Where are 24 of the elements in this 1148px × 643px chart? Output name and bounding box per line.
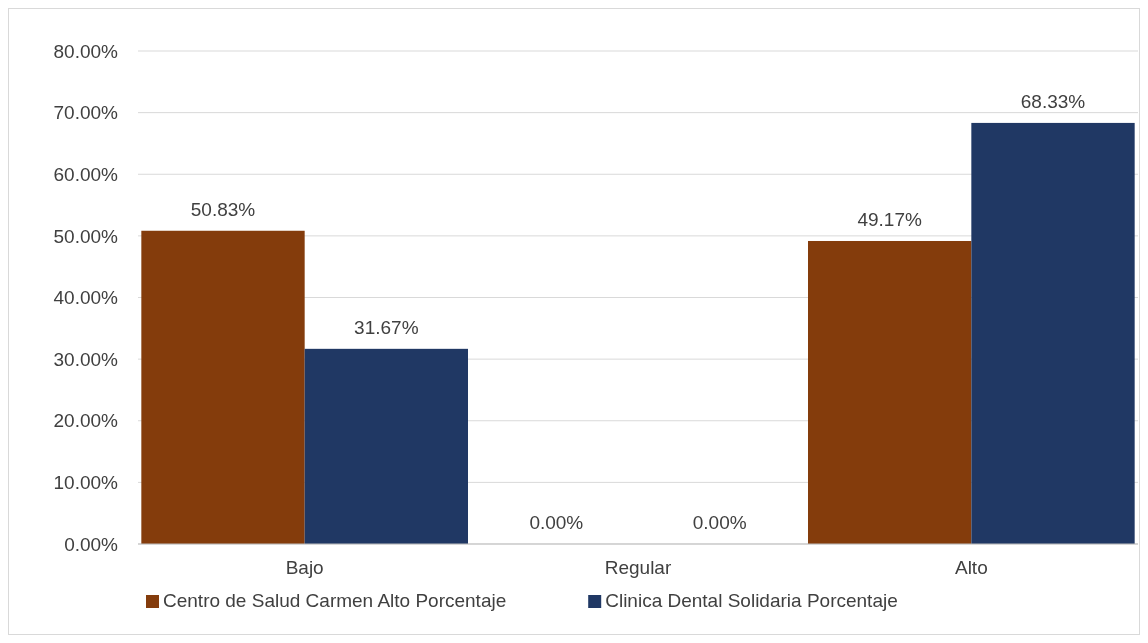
text: 49.17% (857, 208, 922, 230)
text: 0.00% (692, 512, 747, 533)
bar (304, 348, 468, 544)
y-tick-label: 40.00% (53, 287, 119, 309)
text: 31.67% (354, 316, 419, 338)
y-tick-label: 80.00% (53, 40, 119, 62)
legend-label: Clinica Dental Solidaria Porcentaje (605, 589, 898, 611)
legend-label: Centro de Salud Carmen Alto Porcentaje (163, 589, 507, 611)
x-tick-label: Regular (604, 557, 672, 578)
text: 50.83% (190, 198, 256, 220)
y-tick-label: 10.00% (53, 472, 119, 494)
x-tick-label: Alto (954, 557, 988, 578)
text: 68.33% (1020, 90, 1086, 112)
y-tick-label: 30.00% (53, 348, 119, 370)
bar (971, 122, 1135, 544)
x-tick-label: Bajo (285, 557, 324, 578)
text: 0.00% (529, 512, 584, 533)
y-tick-label: 0.00% (64, 533, 119, 555)
bar (808, 240, 972, 544)
bar (141, 230, 305, 544)
y-tick-label: 20.00% (53, 410, 119, 432)
y-tick-label: 50.00% (53, 225, 119, 247)
y-tick-label: 70.00% (53, 102, 119, 124)
y-tick-label: 60.00% (53, 163, 119, 185)
